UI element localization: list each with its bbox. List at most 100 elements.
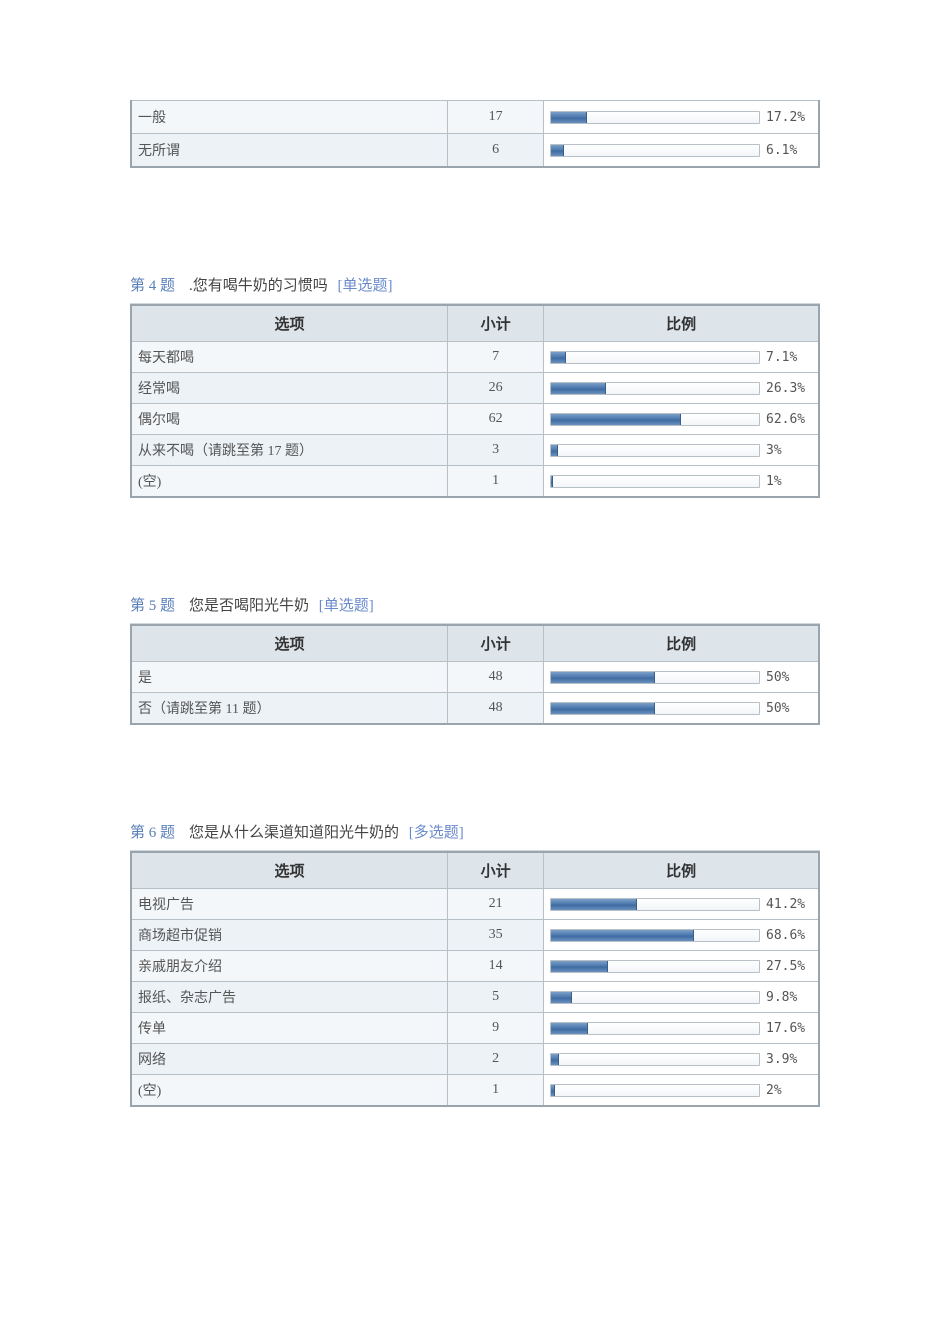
ratio-label: 9.8% — [766, 990, 812, 1005]
column-header-ratio: 比例 — [544, 305, 819, 342]
ratio-label: 3% — [766, 443, 812, 458]
ratio-cell: 7.1% — [544, 342, 819, 373]
option-cell: 从来不喝（请跳至第 17 题） — [131, 435, 447, 466]
question-block: 第 6 题您是从什么渠道知道阳光牛奶的 [多选题]选项小计比例电视广告2141.… — [130, 815, 820, 1107]
ratio-cell: 50% — [544, 693, 819, 725]
column-header-option: 选项 — [131, 625, 447, 662]
option-cell: 经常喝 — [131, 373, 447, 404]
ratio-cell: 3.9% — [544, 1044, 819, 1075]
ratio-cell: 27.5% — [544, 951, 819, 982]
option-cell: 报纸、杂志广告 — [131, 982, 447, 1013]
ratio-label: 62.6% — [766, 412, 812, 427]
progress-bar-fill — [551, 112, 587, 123]
question-type: [单选题] — [338, 278, 393, 294]
progress-bar-fill — [551, 961, 608, 972]
progress-bar — [550, 1022, 760, 1035]
table-row: 每天都喝7 7.1% — [131, 342, 819, 373]
column-header-ratio: 比例 — [544, 625, 819, 662]
option-cell: 电视广告 — [131, 889, 447, 920]
survey-table: 选项小计比例电视广告2141.2%商场超市促销3568.6%亲戚朋友介绍1427… — [130, 851, 820, 1107]
count-cell: 62 — [447, 404, 543, 435]
question-type: [单选题] — [319, 598, 374, 614]
progress-bar — [550, 702, 760, 715]
survey-table: 选项小计比例是4850%否（请跳至第 11 题）4850% — [130, 624, 820, 725]
ratio-cell: 3% — [544, 435, 819, 466]
question-number: 第 4 题 — [130, 278, 175, 294]
count-cell: 14 — [447, 951, 543, 982]
count-cell: 7 — [447, 342, 543, 373]
ratio-label: 50% — [766, 701, 812, 716]
progress-bar-fill — [551, 672, 655, 683]
progress-bar — [550, 991, 760, 1004]
count-cell: 48 — [447, 693, 543, 725]
progress-bar — [550, 111, 760, 124]
ratio-label: 17.6% — [766, 1021, 812, 1036]
question-title: 第 5 题您是否喝阳光牛奶 [单选题] — [130, 588, 820, 624]
ratio-label: 7.1% — [766, 350, 812, 365]
table-row: 电视广告21 41.2% — [131, 889, 819, 920]
question-text: 您是否喝阳光牛奶 — [189, 598, 313, 614]
option-cell: 传单 — [131, 1013, 447, 1044]
table-row: 网络23.9% — [131, 1044, 819, 1075]
column-header-option: 选项 — [131, 852, 447, 889]
ratio-label: 27.5% — [766, 959, 812, 974]
progress-bar — [550, 929, 760, 942]
progress-bar — [550, 960, 760, 973]
progress-bar — [550, 671, 760, 684]
count-cell: 48 — [447, 662, 543, 693]
option-cell: 一般 — [131, 101, 447, 134]
progress-bar-fill — [551, 476, 553, 487]
ratio-label: 2% — [766, 1083, 812, 1098]
progress-bar-fill — [551, 703, 655, 714]
progress-bar-fill — [551, 352, 566, 363]
question-text: .您有喝牛奶的习惯吗 — [189, 278, 332, 294]
ratio-cell: 41.2% — [544, 889, 819, 920]
count-cell: 35 — [447, 920, 543, 951]
progress-bar — [550, 1084, 760, 1097]
table-row: 是4850% — [131, 662, 819, 693]
count-cell: 1 — [447, 1075, 543, 1107]
ratio-cell: 1% — [544, 466, 819, 498]
count-cell: 9 — [447, 1013, 543, 1044]
count-cell: 6 — [447, 134, 543, 168]
question-block: 第 4 题.您有喝牛奶的习惯吗 [单选题]选项小计比例每天都喝77.1%经常喝2… — [130, 268, 820, 498]
table-row: (空)1 1% — [131, 466, 819, 498]
ratio-cell: 68.6% — [544, 920, 819, 951]
progress-bar — [550, 1053, 760, 1066]
progress-bar-fill — [551, 1085, 555, 1096]
option-cell: 每天都喝 — [131, 342, 447, 373]
ratio-label: 41.2% — [766, 897, 812, 912]
question-text: 您是从什么渠道知道阳光牛奶的 — [189, 825, 403, 841]
table-row: 亲戚朋友介绍14 27.5% — [131, 951, 819, 982]
table-row: 经常喝26 26.3% — [131, 373, 819, 404]
progress-bar-fill — [551, 1054, 559, 1065]
option-cell: 否（请跳至第 11 题） — [131, 693, 447, 725]
column-header-option: 选项 — [131, 305, 447, 342]
table-row: 商场超市促销3568.6% — [131, 920, 819, 951]
ratio-label: 17.2% — [766, 110, 812, 125]
progress-bar-fill — [551, 414, 681, 425]
count-cell: 26 — [447, 373, 543, 404]
ratio-cell: 9.8% — [544, 982, 819, 1013]
question-title: 第 6 题您是从什么渠道知道阳光牛奶的 [多选题] — [130, 815, 820, 851]
table-row: 否（请跳至第 11 题）48 50% — [131, 693, 819, 725]
option-cell: 亲戚朋友介绍 — [131, 951, 447, 982]
option-cell: 是 — [131, 662, 447, 693]
question-block: 第 5 题您是否喝阳光牛奶 [单选题]选项小计比例是4850%否（请跳至第 11… — [130, 588, 820, 725]
ratio-label: 6.1% — [766, 143, 812, 158]
count-cell: 21 — [447, 889, 543, 920]
progress-bar — [550, 475, 760, 488]
table-row: 偶尔喝6262.6% — [131, 404, 819, 435]
option-cell: (空) — [131, 466, 447, 498]
progress-bar-fill — [551, 899, 637, 910]
count-cell: 17 — [447, 101, 543, 134]
table-row: 无所谓6 6.1% — [131, 134, 819, 168]
count-cell: 1 — [447, 466, 543, 498]
column-header-count: 小计 — [447, 305, 543, 342]
progress-bar-fill — [551, 445, 557, 456]
ratio-label: 26.3% — [766, 381, 812, 396]
option-cell: 无所谓 — [131, 134, 447, 168]
ratio-label: 1% — [766, 474, 812, 489]
column-header-ratio: 比例 — [544, 852, 819, 889]
question-number: 第 6 题 — [130, 825, 175, 841]
